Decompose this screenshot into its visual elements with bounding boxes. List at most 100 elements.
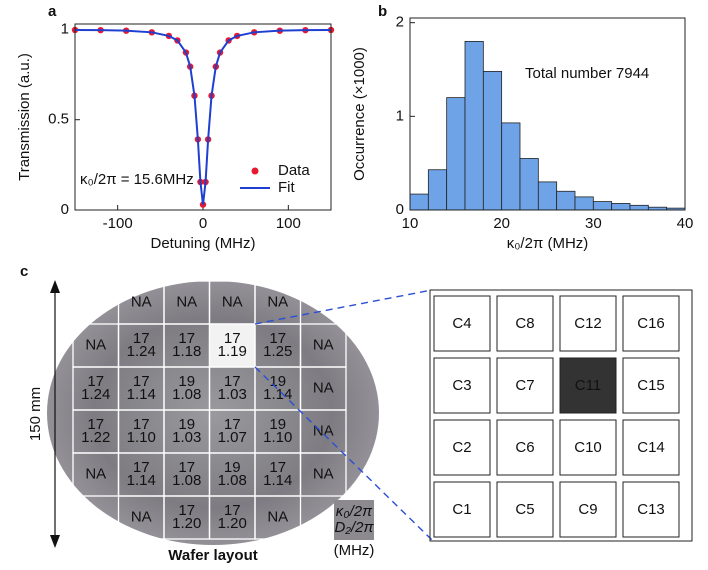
chip-label: C2 [452,439,471,456]
cell-text: 1.14 [263,472,292,489]
chip-label: C8 [515,315,534,332]
cell-text: 17 [224,330,241,347]
annotation: Total number 7944 [525,65,649,82]
bar [556,190,576,211]
cell-text: NA [313,336,334,353]
cell-text: 17 [224,373,241,390]
chip-label: C6 [515,439,534,456]
cell-text: 1.08 [218,472,247,489]
x-tick-label: 100 [276,215,301,232]
cell-text: NA [313,465,334,482]
cell-text: 17 [133,373,150,390]
cell-text: 1.10 [127,429,156,446]
chip-label: C5 [515,501,534,518]
zoom-line [254,289,433,325]
cell-text: 17 [224,502,241,519]
chip [622,295,680,352]
cell-text: 1.08 [172,472,201,489]
cell-text: 17 [87,416,104,433]
cell-text: 17 [133,459,150,476]
panel-label: a [48,3,57,20]
chip [622,481,680,538]
cell-text: 1.24 [127,343,156,360]
y-tick-label: 1 [396,107,404,124]
cell-text: NA [267,293,288,310]
chip [496,295,554,352]
arrow-head [50,535,60,548]
cell-text: 1.20 [218,515,247,532]
chip [496,481,554,538]
cell-text: 17 [133,416,150,433]
legend-label: Data [278,162,310,179]
wafer-cell [208,323,256,368]
x-tick-label: 30 [585,215,602,232]
cell-text: 17 [178,502,195,519]
legend-label: Fit [278,179,295,196]
cell-text: 1.20 [172,515,201,532]
cell-text: 19 [178,373,195,390]
chip [559,295,617,352]
cell-text: NA [313,379,334,396]
panel-label: c [20,263,28,280]
y-tick-label: 0 [61,201,69,218]
bar [574,196,594,211]
legend-swatch [251,167,259,175]
chip-frame [429,289,693,542]
cell-text: 19 [269,416,286,433]
wafer-cell [299,452,347,497]
chip-label: C15 [637,377,665,394]
cell-text: 1.07 [218,429,247,446]
chip-label: C10 [574,439,602,456]
caption: Wafer layout [168,547,257,564]
chip-label: C13 [637,501,665,518]
cell-text: 1.22 [81,429,110,446]
cell-text: 17 [178,459,195,476]
arrow-head [50,280,60,293]
chip [433,481,491,538]
chip [433,357,491,414]
chip-label: C1 [452,501,471,518]
wafer [47,281,379,545]
annotation: κ₀/2π = 15.6MHz [80,171,194,188]
chip-label: C12 [574,315,602,332]
chip [496,419,554,476]
chip-label: C4 [452,315,471,332]
fit-line [74,28,332,205]
legend-text: D₂/2π [334,519,374,536]
size-label: 150 mm [27,387,44,441]
chip-label: C11 [575,377,601,394]
cell-text: 1.03 [172,429,201,446]
x-tick-label: 20 [493,215,510,232]
chip-label: C7 [515,377,534,394]
x-axis-label: Detuning (MHz) [150,235,255,252]
y-tick-label: 0.5 [48,111,69,128]
y-tick-label: 2 [396,14,404,31]
y-axis-label: Occurrence (×1000) [351,47,368,181]
cell-text: 19 [224,459,241,476]
cell-text: 1.14 [127,472,156,489]
cell-text: NA [85,336,106,353]
legend-text: κ₀/2π [336,503,373,520]
chip-label: C3 [452,377,471,394]
chip-label: C9 [578,501,597,518]
panel-label: b [378,3,387,20]
cell-text: NA [131,293,152,310]
chip [433,295,491,352]
chip [559,419,617,476]
cell-text: 1.24 [81,386,110,403]
cell-text: 1.25 [263,343,292,360]
x-tick-label: 0 [199,215,207,232]
cell-text: 1.19 [218,343,247,360]
plot-frame [74,23,332,211]
bar [611,203,631,211]
bar [446,97,466,211]
cell-text: 17 [178,330,195,347]
chip [559,481,617,538]
x-axis-label: κ₀/2π (MHz) [507,235,589,252]
x-tick-label: 40 [677,215,694,232]
bar [629,204,649,211]
cell-text: NA [222,293,243,310]
cell-text: NA [176,293,197,310]
legend-unit: (MHz) [334,542,375,559]
